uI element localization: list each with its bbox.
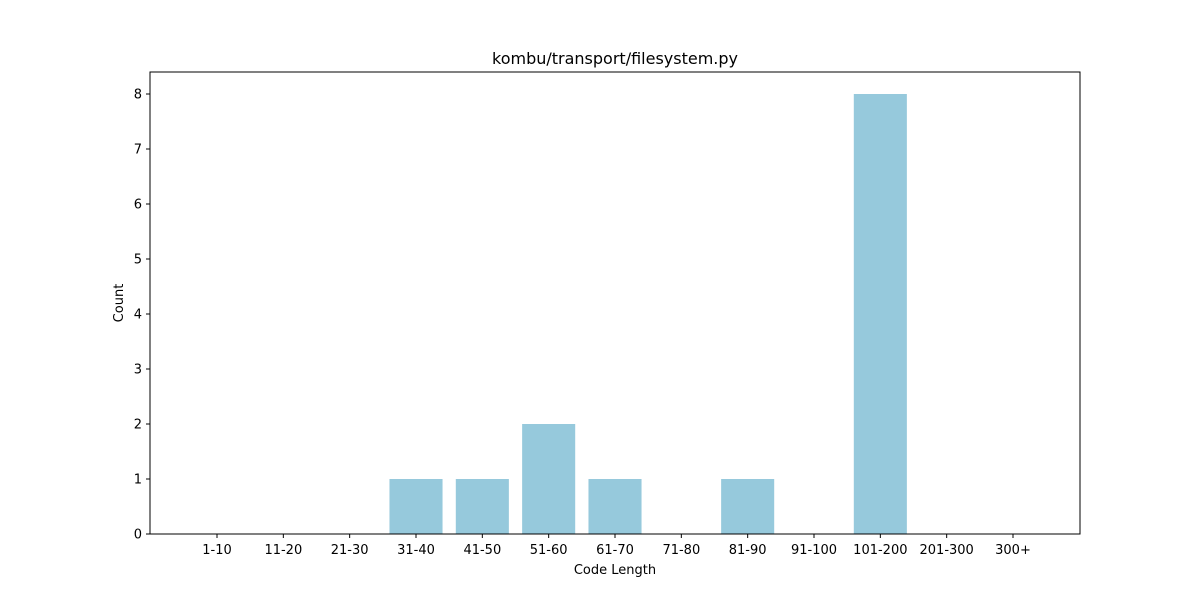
y-tick-label: 2 bbox=[134, 418, 142, 433]
x-axis-label: Code Length bbox=[574, 563, 656, 578]
bar-101-200 bbox=[853, 94, 907, 534]
x-tick-label: 201-300 bbox=[920, 543, 974, 558]
bar-51-60 bbox=[522, 424, 576, 534]
bar-81-90 bbox=[721, 479, 775, 534]
x-tick-label: 81-90 bbox=[729, 543, 767, 558]
bar-31-40 bbox=[389, 479, 443, 534]
x-tick-label: 71-80 bbox=[662, 543, 700, 558]
y-tick-label: 8 bbox=[134, 88, 142, 103]
bars-layer bbox=[389, 94, 907, 534]
x-tick-label: 101-200 bbox=[853, 543, 907, 558]
x-tick-label: 61-70 bbox=[596, 543, 634, 558]
y-tick-label: 3 bbox=[134, 363, 142, 378]
bar-41-50 bbox=[455, 479, 509, 534]
x-tick-label: 1-10 bbox=[202, 543, 232, 558]
x-tick-label: 51-60 bbox=[530, 543, 568, 558]
x-tick-label: 21-30 bbox=[331, 543, 369, 558]
y-tick-label: 4 bbox=[134, 308, 142, 323]
y-axis-label: Count bbox=[112, 284, 127, 323]
y-tick-label: 7 bbox=[134, 143, 142, 158]
y-axis: 0 1 2 3 4 5 6 7 8 bbox=[134, 88, 150, 543]
x-tick-label: 11-20 bbox=[264, 543, 302, 558]
plot-frame bbox=[149, 71, 1081, 535]
y-tick-label: 1 bbox=[134, 473, 142, 488]
x-axis: 1-10 11-20 21-30 31-40 41-50 51-60 61-70 71-80 8… bbox=[202, 534, 1031, 558]
y-tick-label: 0 bbox=[134, 528, 142, 543]
y-tick-label: 5 bbox=[134, 253, 142, 268]
bar-61-70 bbox=[588, 479, 642, 534]
x-tick-label: 91-100 bbox=[791, 543, 837, 558]
chart-title: kombu/transport/filesystem.py bbox=[492, 49, 738, 68]
x-tick-label: 41-50 bbox=[463, 543, 501, 558]
x-tick-label: 31-40 bbox=[397, 543, 435, 558]
y-tick-label: 6 bbox=[134, 198, 142, 213]
x-tick-label: 300+ bbox=[995, 543, 1031, 558]
